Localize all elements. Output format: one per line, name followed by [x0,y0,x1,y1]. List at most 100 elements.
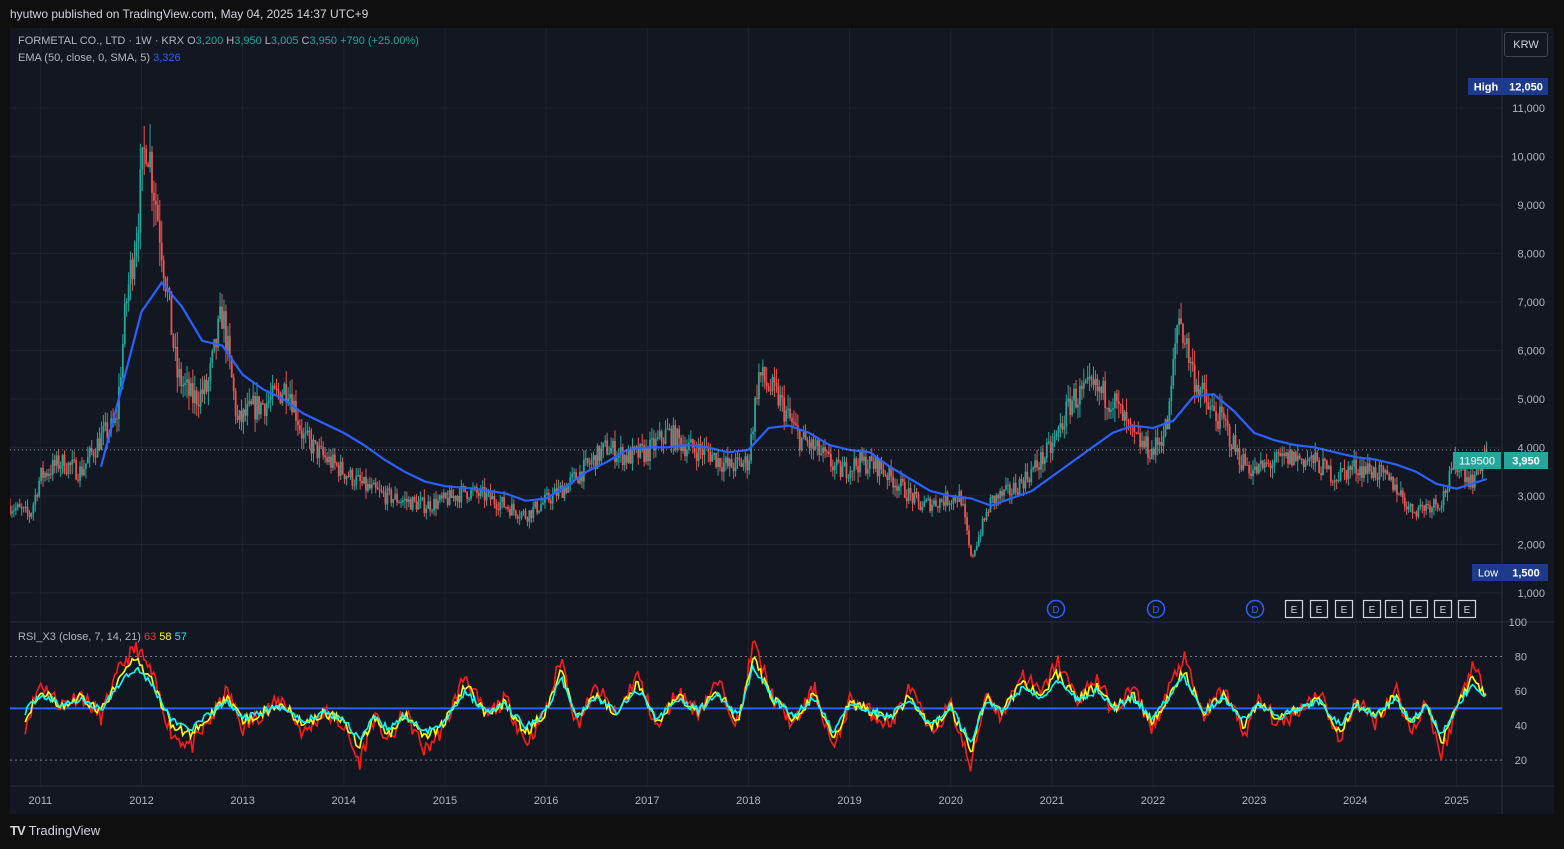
candle-body [460,485,463,503]
candle-body [1388,474,1391,480]
dividend-marker-label: D [1152,605,1159,616]
candle-body [51,460,54,475]
candle-body [631,446,634,464]
candle-body [160,242,163,261]
candle-body [614,441,616,462]
currency-button[interactable]: KRW [1504,32,1548,57]
candle-body [458,495,461,503]
candle-body [1291,450,1293,466]
candle-body [1361,466,1363,478]
candle-body [154,200,157,205]
ema-legend[interactable]: EMA (50, close, 0, SMA, 5) 3,326 [18,52,181,64]
candle-body [793,422,795,424]
candle-body [104,422,107,427]
candle-body [888,466,891,480]
candle-body [1345,470,1348,480]
candle-body [668,428,671,430]
candle-body [411,497,414,510]
publish-header: hyutwo published on TradingView.com, May… [10,7,369,21]
chart-canvas[interactable]: 1,000 2,000 3,000 4,000 5,000 6,000 7,000 8,000… [10,28,1554,814]
candle-body [1222,412,1225,419]
candle-body [975,545,978,551]
candle-body [619,446,622,453]
rsi-series-line [24,656,1487,753]
candle-body [1302,458,1305,467]
candle-body [779,394,782,406]
candle-body [271,385,274,397]
candle-body [403,498,406,501]
candle-body [419,499,422,503]
candle-body [518,517,521,519]
candle-body [1275,452,1278,462]
candle-body [1242,453,1245,470]
candle-body [520,512,523,518]
candle-body [236,415,239,420]
candle-body [275,388,278,390]
candle-body [676,428,679,450]
candle-body [567,483,570,493]
candle-body [1409,504,1412,507]
candle-body [133,257,136,280]
tradingview-mark-icon: TV [10,823,26,838]
candle-body [1250,473,1252,477]
tradingview-logo[interactable]: TV TradingView [10,820,100,842]
candle-body [831,466,834,471]
earnings-marker-label: E [1416,605,1423,616]
candle-body [1471,474,1474,488]
candle-body [505,507,507,509]
candle-body [1020,479,1023,481]
candle-body [1421,504,1424,506]
candle-body [246,403,249,416]
candle-body [207,380,210,392]
ema-value: 3,326 [153,52,181,64]
candle-body [454,495,457,501]
candle-body [1055,432,1058,438]
candle-body [730,458,733,468]
candle-body [1285,452,1287,457]
candle-body [841,466,844,477]
candle-body [415,500,418,510]
candle-body [188,379,190,396]
candle-body [209,362,212,381]
candle-body [135,242,138,258]
candle-body [1283,453,1286,457]
chart-area[interactable]: 1,000 2,000 3,000 4,000 5,000 6,000 7,000 8,000… [10,28,1554,814]
candle-body [1195,384,1198,392]
candle-body [1364,466,1367,474]
candle-body [1053,437,1056,444]
candle-body [865,456,867,474]
candle-body [956,500,959,502]
candle-body [361,481,363,484]
price-tick-label: 9,000 [1517,200,1545,212]
candle-body [1226,420,1229,427]
candle-body [1392,476,1394,491]
candle-body [1370,471,1373,478]
candle-body [438,495,441,501]
low-value-badge [1504,564,1548,581]
candle-body [602,442,605,449]
candle-body [30,513,33,517]
candle-body [857,465,860,473]
candle-body [88,447,91,457]
candle-body [1127,420,1130,422]
candle-body [847,477,850,479]
candle-body [1390,476,1393,480]
symbol-legend[interactable]: FORMETAL CO., LTD · 1W · KRX O3,200 H3,9… [18,35,419,47]
candle-body [915,491,918,495]
candle-body [190,383,192,396]
candle-body [73,459,76,461]
ema-line [99,280,1488,507]
candle-body [11,511,13,514]
rsi-legend[interactable]: RSI_X3 (close, 7, 14, 21) 63 58 57 [18,631,187,643]
price-tick-label: 3,000 [1517,491,1545,503]
candle-body [81,466,83,476]
candle-body [1423,505,1426,511]
candle-body [1203,382,1206,390]
candle-body [637,446,640,458]
candle-body [330,456,332,468]
candle-body [703,446,706,456]
candle-body [682,446,684,451]
candle-body [859,451,861,473]
candle-body [911,493,914,504]
candle-body [929,498,931,512]
